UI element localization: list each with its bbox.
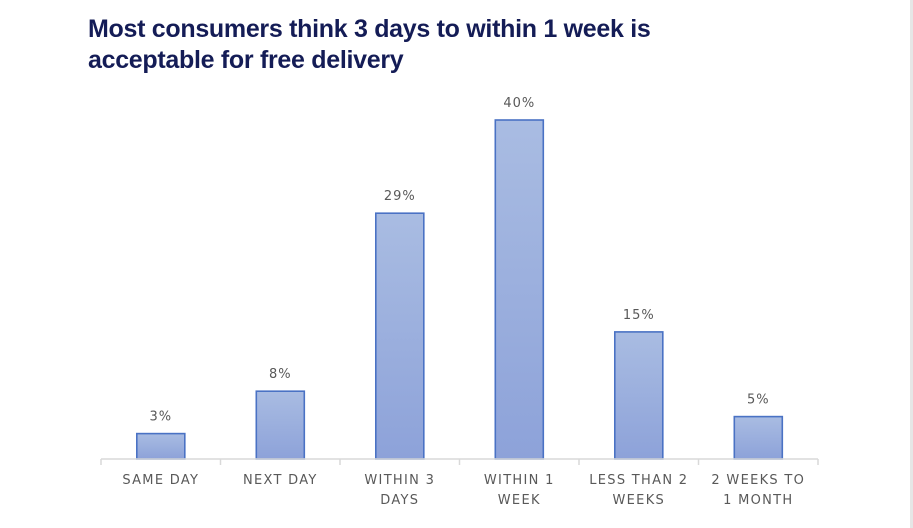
x-tick-label: 1 MONTH (723, 493, 793, 508)
data-label: 40% (503, 96, 535, 111)
bar (494, 119, 545, 460)
bar (374, 212, 425, 460)
bar-group (136, 119, 784, 460)
bar (733, 415, 784, 460)
x-tick-label: WEEKS (613, 493, 666, 508)
value-labels: 3% 8% 29% 40% 15% 5% (149, 96, 770, 425)
x-tick-label: DAYS (380, 493, 419, 508)
x-tick-label: NEXT DAY (243, 473, 318, 488)
bar (613, 331, 664, 460)
data-label: 3% (149, 410, 172, 425)
chart-title-line-1: Most consumers think 3 days to within 1 … (88, 15, 651, 43)
x-tick-label: SAME DAY (122, 473, 199, 488)
chart-title: Most consumers think 3 days to within 1 … (88, 14, 788, 76)
category-labels: SAME DAY NEXT DAY WITHIN 3 DAYS WITHIN 1 WEEK… (122, 473, 805, 508)
data-label: 5% (747, 393, 770, 408)
bar (136, 432, 186, 460)
x-tick-label: 2 WEEKS TO (711, 473, 805, 488)
data-label: 8% (269, 367, 292, 382)
chart-title-line-2: acceptable for free delivery (88, 46, 404, 74)
bar (255, 390, 306, 460)
x-tick-label: WEEK (498, 493, 541, 508)
x-tick-label: LESS THAN 2 (589, 473, 688, 488)
x-tick-label: WITHIN 1 (484, 473, 555, 488)
x-tick-label: WITHIN 3 (364, 473, 435, 488)
data-label: 29% (384, 189, 416, 204)
right-edge-divider (910, 0, 913, 528)
data-label: 15% (623, 308, 655, 323)
x-axis-ticks (100, 459, 819, 465)
